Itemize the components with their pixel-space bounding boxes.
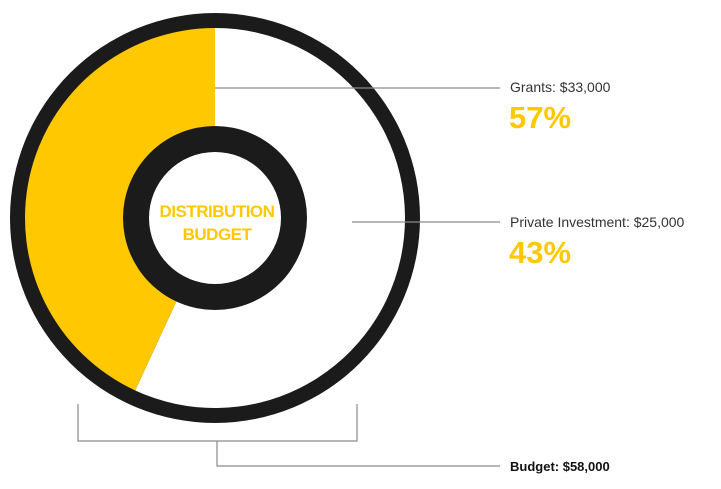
- center-label-line-1: DISTRIBUTION: [160, 202, 275, 221]
- private-investment-label: Private Investment: $25,000: [510, 214, 685, 230]
- grants-label: Grants: $33,000: [510, 79, 611, 95]
- total-budget-label: Budget: $58,000: [510, 459, 610, 474]
- grants-percent-label: 57%: [509, 100, 571, 135]
- total-bracket: [77, 404, 500, 467]
- center-label-line-2: BUDGET: [183, 225, 253, 244]
- private-investment-slice: [24, 28, 216, 391]
- private-investment-percent-label: 43%: [509, 235, 571, 270]
- center-hole: [149, 152, 281, 284]
